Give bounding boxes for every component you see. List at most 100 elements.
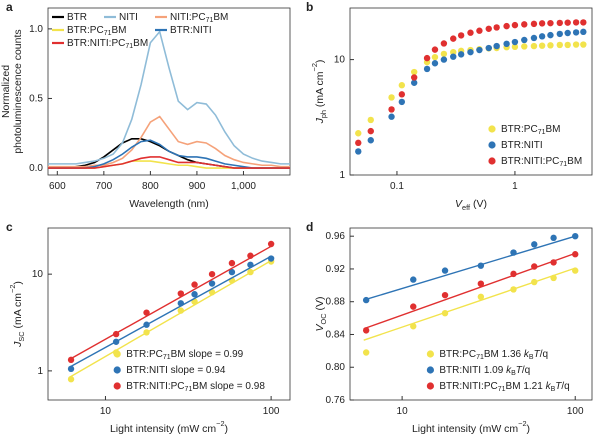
data-point [564,41,571,49]
data-point [531,241,538,248]
plot-frame [47,227,291,401]
spectrum-line [48,29,290,165]
data-point [530,20,538,28]
data-point [423,54,431,62]
data-point [530,42,538,50]
data-point [410,79,418,86]
fit-line [363,235,576,301]
data-point [450,48,457,56]
plot-frame [349,227,593,401]
panel-label: d [306,220,313,234]
legend-label: BTR:NITI:PC71BM slope = 0.98 [126,381,265,394]
data-point [410,68,418,76]
data-point [477,293,485,300]
data-point [431,53,439,61]
data-point [191,281,198,288]
y-tick-label: 10 [334,54,346,65]
x-axis-label: Light intensity (mW cm−2) [412,419,530,434]
data-point [476,46,483,54]
data-point [547,31,554,39]
legend-label: BTR:NITI [501,140,543,151]
y-tick-label: 0.80 [326,362,346,373]
data-point [521,21,528,28]
data-point [177,307,185,314]
data-point [362,327,370,334]
x-tick-label: 100 [263,406,280,417]
fit-line [68,245,272,361]
data-point [410,74,418,81]
y-axis-label: JSC (mA cm−2) [8,281,26,348]
data-point [564,19,571,26]
y-tick-label: 0.84 [326,329,346,340]
y-tick-label: 1.0 [29,24,43,35]
spectrum-line [48,115,290,168]
data-point [355,139,362,147]
y-axis-label: VOC (V) [314,297,329,332]
legend-swatch [113,382,121,390]
data-point [143,321,150,328]
data-point [467,29,474,36]
data-point [367,127,374,135]
data-point [538,20,546,27]
data-point [410,303,417,310]
data-point [362,349,370,356]
x-tick-label: 1,000 [231,181,256,192]
data-point [503,40,510,48]
fit-line [68,255,272,369]
data-point [267,240,275,248]
legend-swatch [488,157,496,165]
data-point [493,24,500,31]
data-point [388,113,395,120]
data-point [510,286,517,293]
y-tick-label: 10 [32,269,44,280]
data-point [493,42,500,50]
data-point [191,291,198,298]
data-point [398,91,406,98]
legend-swatch [488,141,496,149]
data-point [580,19,587,26]
data-point [355,148,362,155]
data-point [177,300,185,307]
panel-label: c [6,220,13,234]
data-point [503,22,510,30]
data-point [550,234,557,242]
y-tick-label: 0.76 [326,395,346,406]
data-point [485,44,492,52]
data-point [485,25,492,32]
data-point [267,255,275,262]
y-tick-label: 0.88 [326,296,346,307]
fit-line [363,267,576,341]
data-point [521,36,528,44]
y-tick-label: 0.96 [326,231,346,242]
fit-line [68,260,272,379]
data-point [423,65,431,73]
data-point [556,30,563,38]
y-tick-label: 0.0 [29,163,43,174]
data-point [538,33,546,40]
x-axis-label: Veff (V) [455,198,487,213]
data-point [572,29,580,36]
data-point [431,60,439,67]
legend-label: BTR:NITI slope = 0.94 [126,365,226,376]
data-point [511,43,519,51]
data-point [572,232,579,240]
legend-label: BTR:PC71BM [501,124,560,137]
data-point [450,53,457,60]
y-tick-label: 1 [37,366,43,377]
data-point [398,82,406,89]
x-tick-label: 0.1 [390,181,404,192]
spectrum-line [48,156,290,169]
panel-label: b [306,0,313,14]
data-point [556,19,563,27]
data-point [367,116,374,124]
data-point [564,29,571,37]
x-tick-label: 100 [567,406,584,417]
data-point [67,356,75,364]
data-point [247,268,254,276]
y-tick-label: 0.92 [326,264,346,275]
data-point [538,42,546,49]
legend-swatch [426,366,434,374]
legend-label: BTR:PC71BM 1.36 kBT/q [439,349,548,362]
